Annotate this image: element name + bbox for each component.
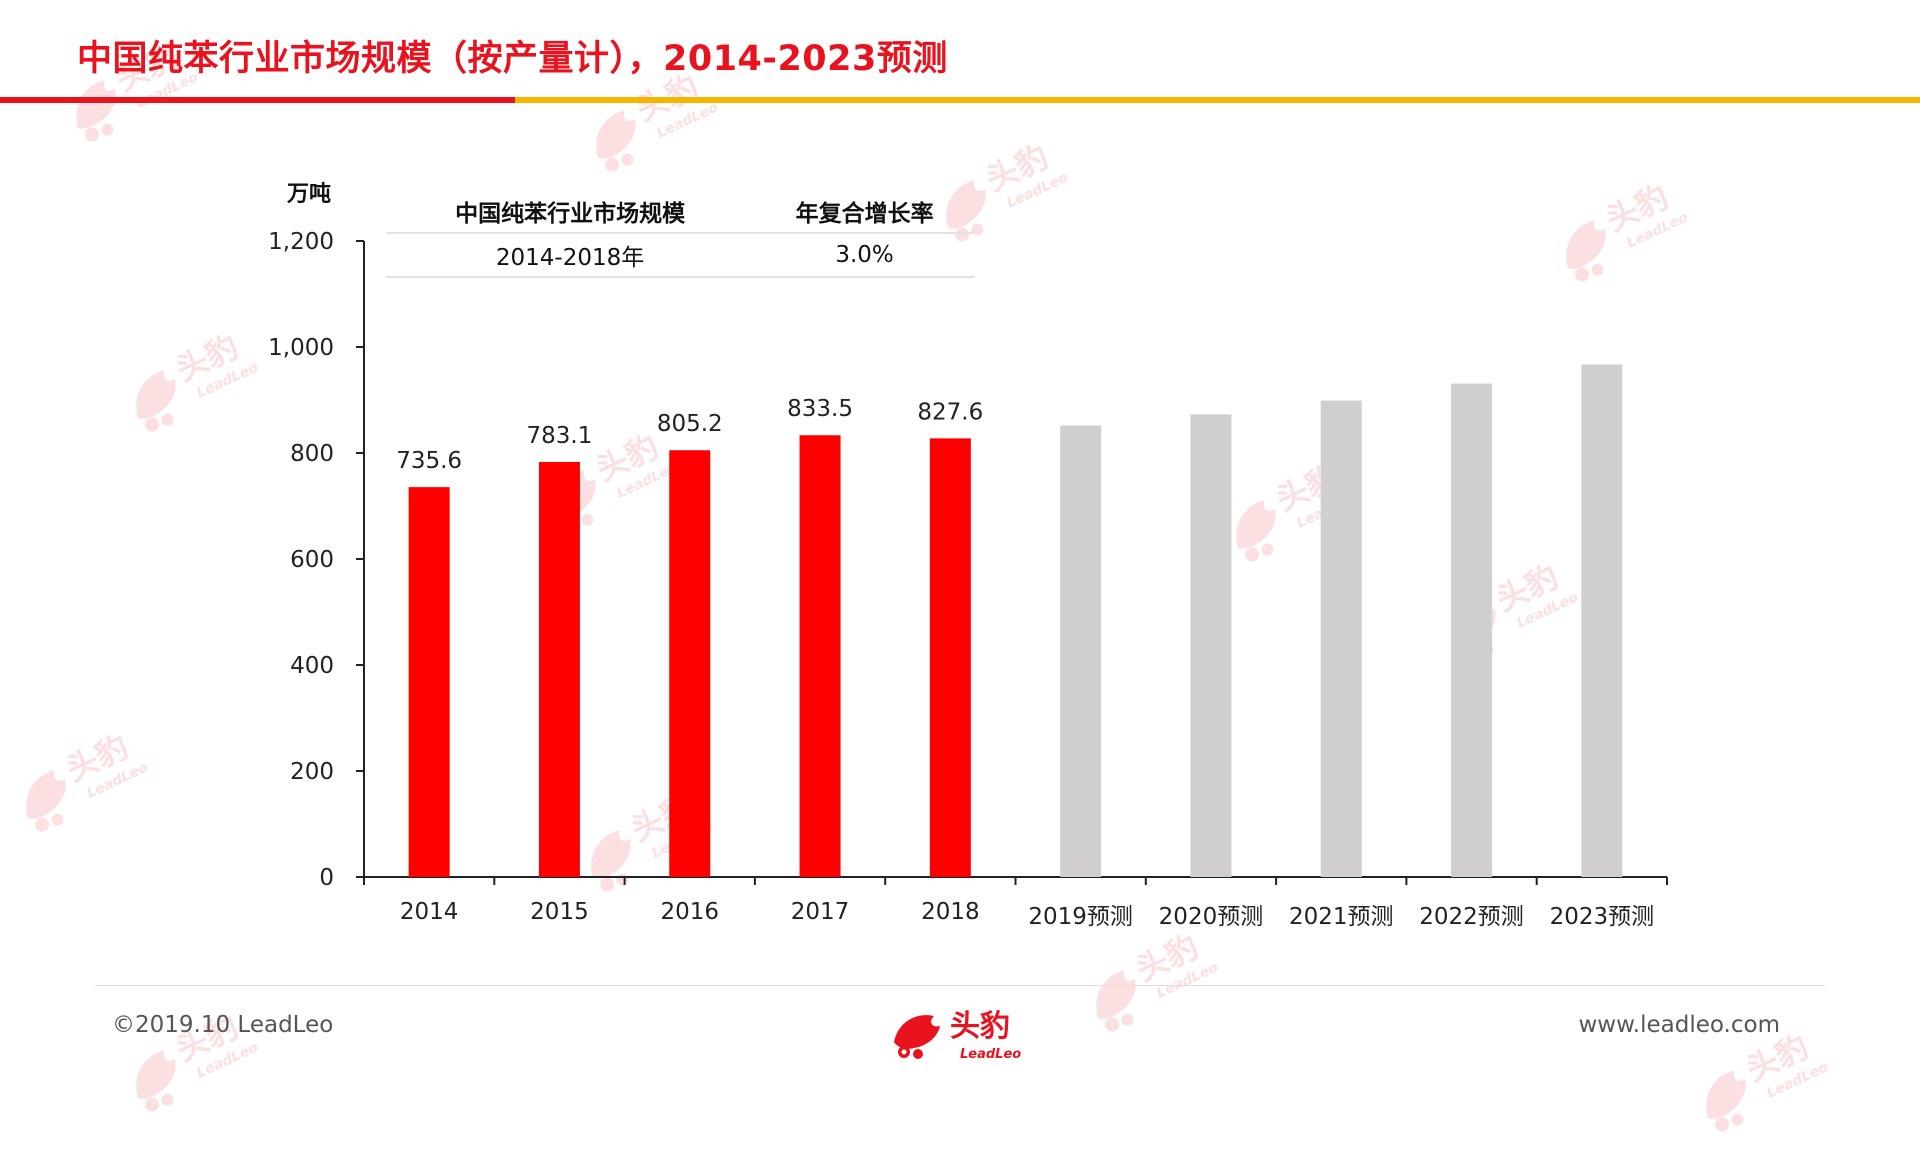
- forecast-bar: [1320, 400, 1362, 877]
- title-underline-red: [0, 97, 515, 103]
- x-tick-label: 2016: [660, 899, 719, 925]
- leopard-logo-icon: 头豹 LeadLeo: [894, 1009, 1021, 1062]
- x-tick-label: 2014: [400, 899, 459, 925]
- cagr-period: 2014-2018年: [386, 233, 755, 278]
- title-underline-yellow: [515, 97, 1920, 103]
- bar-chart: 0 200 400 600 800 1,000 1,200 735.6 2014 783.1 201…: [268, 229, 1668, 930]
- data-label: 783.1: [527, 423, 593, 449]
- data-label: 833.5: [787, 396, 853, 422]
- x-tick-label: 2020预测: [1159, 904, 1264, 930]
- page-title: 中国纯苯行业市场规模（按产量计），2014-2023预测: [77, 39, 948, 79]
- y-tick-label: 600: [290, 547, 334, 573]
- forecast-bar: [1581, 364, 1623, 877]
- y-tick-label: 400: [290, 653, 334, 679]
- forecast-bar: [1190, 414, 1232, 877]
- actual-bar: [929, 438, 971, 877]
- actual-bar: [408, 487, 450, 877]
- cagr-value: 3.0%: [754, 233, 975, 278]
- y-tick-label: 200: [290, 759, 334, 785]
- svg-text:头豹: 头豹: [950, 1009, 1010, 1044]
- cagr-header-market: 中国纯苯行业市场规模: [386, 190, 755, 234]
- forecast-bar: [1060, 425, 1102, 877]
- y-tick-label: 1,000: [268, 335, 334, 361]
- copyright-text: ©2019.10 LeadLeo: [112, 1012, 334, 1038]
- svg-text:LeadLeo: LeadLeo: [960, 1047, 1021, 1062]
- x-tick-label: 2022预测: [1419, 904, 1524, 930]
- data-label: 735.6: [396, 448, 462, 474]
- cagr-header-rate: 年复合增长率: [754, 190, 975, 234]
- x-tick-label: 2019预测: [1028, 904, 1133, 930]
- footer-divider: [95, 985, 1825, 986]
- y-tick-label: 0: [319, 865, 334, 891]
- forecast-bar: [1451, 383, 1493, 877]
- svg-text:LeadLeo: LeadLeo: [1764, 1059, 1831, 1102]
- x-tick-label: 2017: [791, 899, 850, 925]
- actual-bar: [538, 461, 580, 877]
- actual-bar: [669, 450, 711, 877]
- svg-text:LeadLeo: LeadLeo: [194, 1039, 261, 1082]
- x-tick-label: 2018: [921, 899, 980, 925]
- data-label: 827.6: [917, 399, 983, 425]
- website-text: www.leadleo.com: [1578, 1012, 1780, 1038]
- y-tick-label: 1,200: [268, 229, 334, 255]
- x-tick-label: 2015: [530, 899, 589, 925]
- cagr-table: 中国纯苯行业市场规模 年复合增长率 2014-2018年 3.0%: [386, 190, 975, 278]
- leadleo-logo: 头豹 LeadLeo: [888, 1002, 1038, 1066]
- cagr-table-header: 中国纯苯行业市场规模 年复合增长率: [386, 190, 975, 234]
- y-axis-unit: 万吨: [287, 182, 332, 207]
- x-tick-label: 2023预测: [1550, 904, 1655, 930]
- x-tick-label: 2021预测: [1289, 904, 1394, 930]
- y-tick-label: 800: [290, 441, 334, 467]
- data-label: 805.2: [657, 411, 723, 437]
- cagr-table-row: 2014-2018年 3.0%: [386, 233, 975, 278]
- actual-bar: [799, 435, 841, 877]
